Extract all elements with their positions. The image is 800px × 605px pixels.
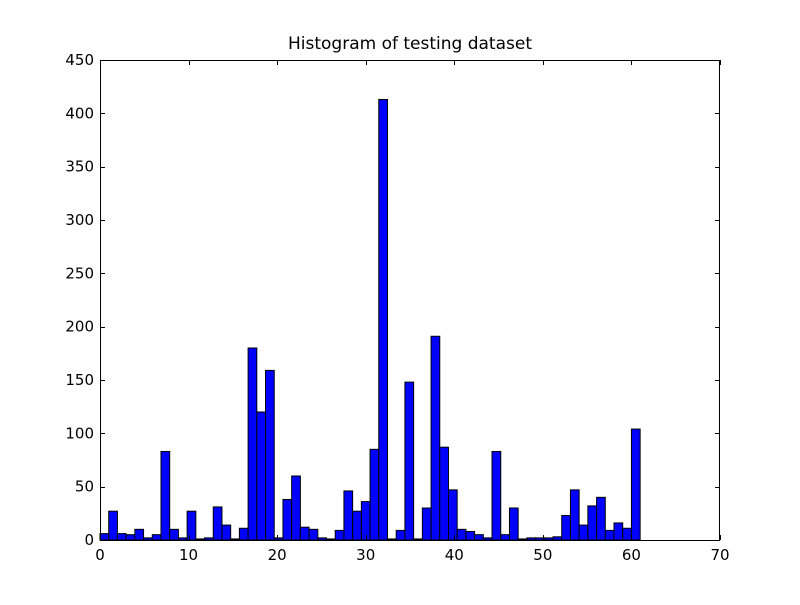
bar-42 [465,530,476,541]
bar-58 [604,529,615,541]
bar-40 [447,489,458,541]
bar-35 [404,381,415,541]
bar-24 [308,528,319,541]
bar-33 [386,538,397,541]
bar-12 [204,537,214,541]
bar-47 [508,507,519,541]
bar-49 [526,537,537,541]
bar-38 [430,335,441,541]
y-tick-label-6: 300 [65,211,94,229]
bar-54 [569,489,580,541]
bar-61 [630,428,641,541]
bar-41 [456,528,467,541]
bar-0 [99,533,110,541]
y-tick-label-4: 200 [65,318,94,336]
bar-8 [169,528,179,541]
bar-10 [186,510,197,541]
bar-60 [622,527,632,541]
bar-11 [195,538,206,541]
bar-25 [317,537,328,541]
bar-34 [395,529,406,541]
bar-17 [247,347,258,541]
bar-6 [151,534,162,541]
x-tick-label-7: 70 [710,546,729,564]
bar-52 [552,536,563,541]
bar-32 [378,98,388,541]
x-tick-label-4: 40 [445,546,464,564]
bar-44 [482,537,493,541]
bar-3 [125,534,136,541]
y-tick-label-1: 50 [75,478,94,496]
y-tick-label-0: 0 [84,531,94,549]
x-tick-label-3: 30 [356,546,375,564]
bar-7 [160,450,171,541]
bar-22 [291,475,301,541]
bar-53 [561,514,571,541]
y-tick-label-8: 400 [65,104,94,122]
x-axis: 0 10 20 30 40 50 60 70 [95,60,730,564]
bar-46 [500,534,510,541]
bar-20 [273,537,284,541]
y-tick-label-9: 450 [65,51,94,69]
y-tick-label-3: 150 [65,371,94,389]
bars-group [99,98,641,541]
bar-39 [439,446,449,541]
y-tick-label-5: 250 [65,264,94,282]
bar-45 [491,450,502,541]
bar-43 [474,534,484,541]
axes-frame [100,60,720,541]
y-tick-label-7: 350 [65,158,94,176]
bar-23 [299,526,310,541]
x-tick-label-2: 20 [268,546,287,564]
bar-36 [413,538,423,541]
bar-21 [282,498,293,541]
bar-19 [265,369,275,541]
bar-55 [578,524,589,541]
bar-18 [256,411,267,541]
bar-15 [230,538,240,541]
bar-57 [596,496,606,541]
bar-5 [143,537,153,541]
bar-30 [360,501,371,541]
x-tick-label-1: 10 [179,546,198,564]
chart-title: Histogram of testing dataset [288,34,532,54]
bar-56 [587,505,598,541]
bar-29 [352,510,362,541]
bar-2 [116,533,127,541]
x-tick-label-5: 50 [533,546,552,564]
bar-4 [134,528,145,541]
bar-27 [334,529,345,541]
bar-28 [343,490,354,541]
bar-16 [238,527,249,541]
bar-1 [108,510,118,541]
y-tick-label-2: 100 [65,424,94,442]
y-axis: 0 50 100 150 200 250 300 350 400 450 [65,51,720,549]
bar-14 [221,524,232,541]
bar-26 [326,538,336,541]
bar-13 [212,506,223,541]
bar-9 [177,537,188,541]
bar-51 [543,537,554,541]
x-tick-label-0: 0 [95,546,105,564]
bar-50 [535,537,545,541]
x-tick-label-6: 60 [622,546,641,564]
bar-48 [517,538,528,541]
bar-37 [421,507,432,541]
bar-31 [369,448,380,541]
bar-59 [613,522,624,541]
